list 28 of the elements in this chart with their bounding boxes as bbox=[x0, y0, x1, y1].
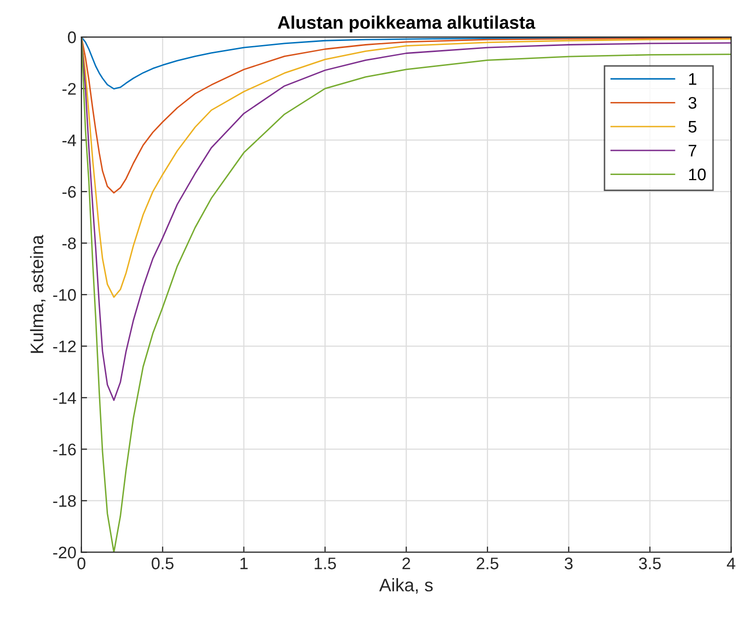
y-tick-label: -8 bbox=[62, 238, 76, 250]
y-tick-label: -16 bbox=[53, 444, 76, 456]
y-tick-label: -12 bbox=[53, 340, 76, 352]
x-axis-title: Aika, s bbox=[379, 578, 433, 594]
x-tick-label: 1.5 bbox=[314, 558, 336, 570]
chart-title: Alustan poikkeama alkutilasta bbox=[278, 16, 536, 32]
x-tick-label: 0 bbox=[77, 558, 86, 570]
y-tick-label: -4 bbox=[62, 134, 76, 146]
y-tick-label: -2 bbox=[62, 82, 76, 95]
x-tick-label: 1 bbox=[240, 558, 248, 570]
y-axis-title: Kulma, asteina bbox=[30, 234, 46, 353]
y-tick-label: -14 bbox=[53, 392, 76, 404]
x-tick-label: 3.5 bbox=[638, 558, 661, 570]
x-tick-label: 2 bbox=[402, 558, 410, 570]
legend-label: 7 bbox=[688, 144, 696, 156]
x-tick-label: 4 bbox=[726, 558, 736, 570]
y-tick-label: -6 bbox=[62, 186, 76, 198]
legend-label: 3 bbox=[688, 96, 696, 109]
legend-label: 5 bbox=[688, 120, 696, 133]
x-tick-label: 0.5 bbox=[152, 558, 174, 570]
x-tick-label: 2.5 bbox=[476, 558, 498, 570]
legend-label: 10 bbox=[689, 168, 706, 180]
legend-label: 1 bbox=[689, 73, 696, 85]
y-tick-label: 0 bbox=[68, 31, 76, 44]
y-tick-label: -18 bbox=[53, 495, 76, 507]
x-tick-label: 3 bbox=[564, 558, 573, 570]
y-tick-label: -20 bbox=[53, 546, 76, 558]
y-tick-label: -10 bbox=[53, 289, 76, 301]
